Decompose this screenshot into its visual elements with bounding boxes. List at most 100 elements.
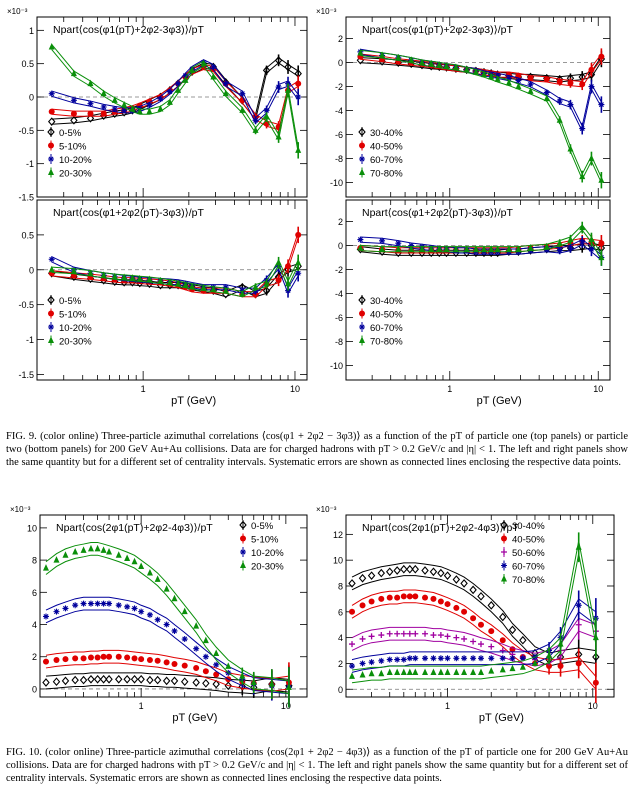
legend-label: 60-70% [370, 155, 403, 166]
data-point [408, 56, 415, 63]
data-point [285, 263, 292, 270]
data-point [239, 106, 246, 113]
y-tick-label: 0 [29, 93, 34, 103]
data-point [379, 51, 386, 58]
data-point [182, 76, 189, 83]
data-point [477, 668, 484, 675]
legend-label: 20-30% [59, 169, 92, 180]
data-point [70, 110, 77, 117]
legend-marker [240, 561, 246, 568]
data-point [130, 674, 139, 684]
data-point [358, 573, 367, 583]
data-point [472, 68, 479, 75]
data-point [588, 66, 595, 73]
data-point [494, 245, 501, 252]
series-0-5% [47, 258, 302, 299]
data-point [527, 81, 534, 88]
data-point [111, 272, 118, 280]
data-point [285, 287, 292, 294]
series-60-70% [357, 236, 605, 266]
systematic-band-lower [360, 229, 602, 261]
data-point [480, 245, 487, 252]
y-tick-label: 0 [338, 241, 343, 251]
data-point [42, 564, 49, 571]
legend-marker [48, 142, 54, 149]
data-point [72, 548, 79, 555]
data-point [349, 663, 356, 670]
data-point [42, 678, 50, 687]
panel-title: Npart⟨cos(2φ1(pT)+2φ2-4φ3)⟩/pT [56, 522, 213, 534]
chart-panel-bottom-right-3: -10 -8 -6 -4 -2 0 2 1 10 pT (GeV) Npart⟨cos(φ1+2φ2… [330, 199, 611, 407]
data-point [494, 75, 501, 82]
y-tick-label: -0.5 [18, 126, 34, 136]
data-point [171, 627, 178, 634]
data-point [463, 245, 470, 252]
data-point [275, 277, 282, 284]
legend-label: 5-10% [59, 310, 87, 321]
data-point [138, 562, 145, 570]
chart-panel-bottom-left-2: -1.5 -1 -0.5 0 0.5 1 10 pT (GeV) Npart⟨cos(φ1+2φ… [18, 199, 308, 407]
data-point [508, 625, 517, 635]
data-point [70, 115, 78, 125]
data-point [527, 75, 534, 82]
data-point [349, 641, 356, 648]
data-point [378, 657, 385, 664]
legend-label: 5-10% [59, 142, 87, 153]
data-point [210, 64, 217, 70]
data-point [121, 273, 128, 280]
data-point [295, 270, 302, 277]
data-point [100, 110, 107, 117]
data-point [121, 101, 128, 108]
data-point [452, 575, 461, 584]
data-point [436, 245, 443, 252]
data-point [470, 615, 477, 622]
data-point [106, 548, 113, 555]
data-point [189, 282, 196, 290]
legend-label: 0-5% [59, 296, 82, 307]
data-point [162, 676, 171, 686]
data-point [429, 567, 438, 577]
data-point [42, 613, 49, 620]
y-tick-label: 4 [338, 633, 343, 643]
y-tick-label: 2 [338, 217, 343, 227]
x-axis-label: pT (GeV) [477, 395, 522, 407]
data-point [349, 608, 356, 615]
data-point [146, 107, 153, 115]
data-point [295, 231, 302, 238]
data-point [461, 655, 468, 662]
data-point [470, 668, 477, 675]
legend-marker [501, 535, 507, 542]
data-point [430, 632, 437, 639]
fig9-caption: FIG. 9. (color online) Three-particle az… [6, 431, 628, 468]
data-point [100, 546, 107, 553]
plot-frame [345, 16, 611, 198]
data-point [470, 655, 477, 662]
data-point [453, 668, 460, 675]
data-point [275, 258, 282, 266]
data-point [285, 279, 292, 287]
x-tick-label: 10 [290, 384, 300, 394]
legend-marker [358, 127, 366, 137]
series-30-40% [356, 50, 606, 84]
y-tick-label: -1 [26, 335, 34, 345]
data-point [202, 668, 209, 675]
data-point [200, 59, 207, 67]
legend-label: 60-70% [512, 562, 545, 573]
plot-frame [345, 199, 611, 381]
data-point [124, 554, 131, 561]
data-point [587, 70, 596, 79]
y-tick-label: -10 [330, 178, 343, 188]
data-point [499, 612, 507, 622]
data-point [285, 683, 292, 690]
data-point [443, 62, 450, 69]
data-point [444, 668, 451, 675]
data-point [87, 79, 94, 87]
data-point [592, 679, 599, 686]
data-point [436, 61, 443, 68]
data-point [515, 82, 522, 90]
data-point [543, 76, 550, 83]
data-point [124, 603, 131, 610]
data-point [210, 73, 217, 80]
data-point [575, 660, 582, 667]
